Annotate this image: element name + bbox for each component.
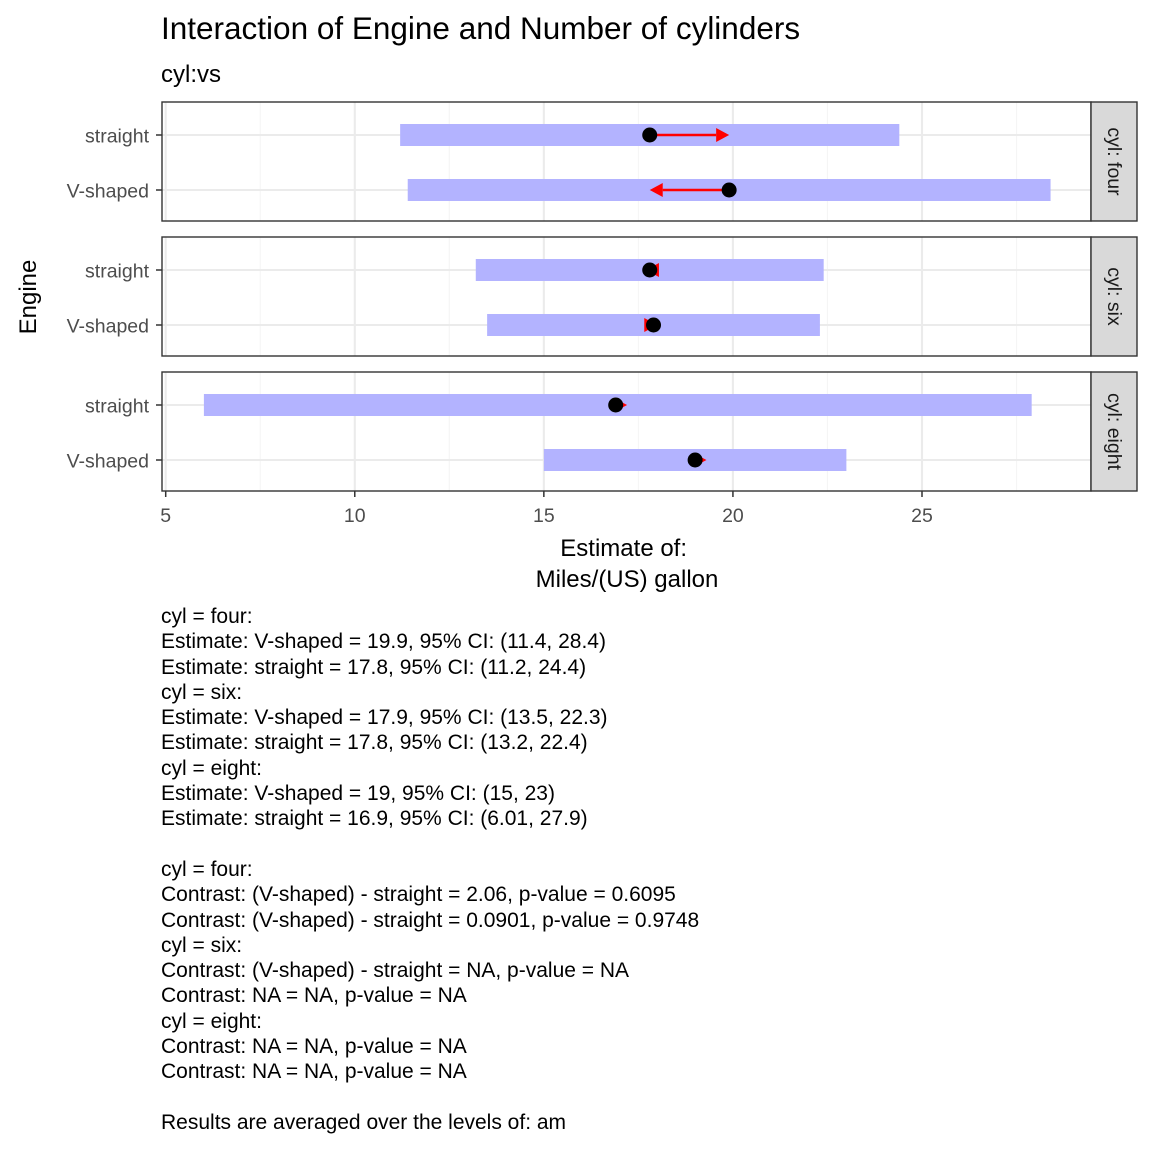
note-line: Contrast: NA = NA, p-value = NA [161,1060,467,1084]
panel-background [162,237,1091,356]
panel-3: straight V-shaped cyl: eight [67,371,1138,492]
note-line: Results are averaged over the levels of:… [161,1110,567,1134]
x-axis: 5 10 15 20 25 [160,491,933,527]
y-tick-label: V-shaped [67,451,149,473]
note-line: cyl = six: [161,680,243,704]
chart-title: Interaction of Engine and Number of cyli… [161,10,800,46]
note-line [161,832,699,857]
arrow-head [716,128,730,142]
note-line: Estimate: V-shaped = 17.9, 95% CI: (13.5… [161,706,608,730]
arrow-head [649,183,663,197]
interaction-chart: Interaction of Engine and Number of cyli… [15,10,1138,593]
y-tick-label: straight [85,261,150,283]
note-line: Contrast: NA = NA, p-value = NA [161,1035,467,1059]
x-tick-label: 15 [533,505,555,527]
point-estimate [721,182,737,198]
y-tick-label: V-shaped [67,316,149,338]
point-estimate [687,452,703,468]
point-estimate [646,317,662,333]
x-axis-label-line-1: Estimate of: [560,535,687,562]
results-notes: cyl = four: Estimate: V-shaped = 19.9, 95… [161,604,699,1135]
panels: straight V-shaped cyl: four straight V-shape… [67,101,1138,492]
facet-strip [1090,371,1138,492]
chart-subtitle: cyl:vs [161,61,221,88]
x-axis-label-line-2: Miles/(US) gallon [536,566,719,593]
note-line: Estimate: straight = 17.8, 95% CI: (11.2… [161,655,587,679]
panel-1: straight V-shaped cyl: four [67,101,1138,222]
note-line: Contrast: (V-shaped) - straight = 2.06, … [161,883,676,907]
note-line: Estimate: straight = 16.9, 95% CI: (6.01… [161,807,588,831]
y-tick-label: V-shaped [67,181,149,203]
panel-2: straight V-shaped cyl: six [67,236,1138,357]
x-axis-label: Estimate of: Miles/(US) gallon [536,535,719,593]
panel-background [162,372,1091,491]
note-line: Contrast: (V-shaped) - straight = 0.0901… [161,908,700,932]
note-line: Contrast: NA = NA, p-value = NA [161,984,467,1008]
facet-strip-label: cyl: four [1103,127,1125,196]
note-line: cyl = six: [161,933,243,957]
panel-background [162,102,1091,221]
y-tick-label: straight [85,126,150,148]
facet-strip [1090,236,1138,357]
facet-strip [1090,101,1138,222]
x-tick-label: 5 [160,505,171,527]
note-line: cyl = eight: [161,1009,262,1033]
x-tick-label: 20 [722,505,744,527]
x-tick-label: 10 [344,505,366,527]
y-axis-label: Engine [15,260,42,335]
note-line: cyl = four: [161,605,253,628]
note-line: Estimate: V-shaped = 19, 95% CI: (15, 23… [161,782,555,806]
y-tick-label: straight [85,396,150,418]
note-line [161,1085,699,1110]
facet-strip-label: cyl: six [1103,267,1125,326]
note-line: Estimate: V-shaped = 19.9, 95% CI: (11.4… [161,630,606,654]
note-line: Estimate: straight = 17.8, 95% CI: (13.2… [161,731,588,755]
note-line: cyl = eight: [161,756,262,780]
note-line: Contrast: (V-shaped) - straight = NA, p-… [161,959,630,983]
note-line: cyl = four: [161,857,253,881]
point-estimate [642,127,658,143]
facet-strip-label: cyl: eight [1103,393,1125,471]
point-estimate [608,397,624,413]
point-estimate [642,262,658,278]
x-tick-label: 25 [911,505,933,527]
